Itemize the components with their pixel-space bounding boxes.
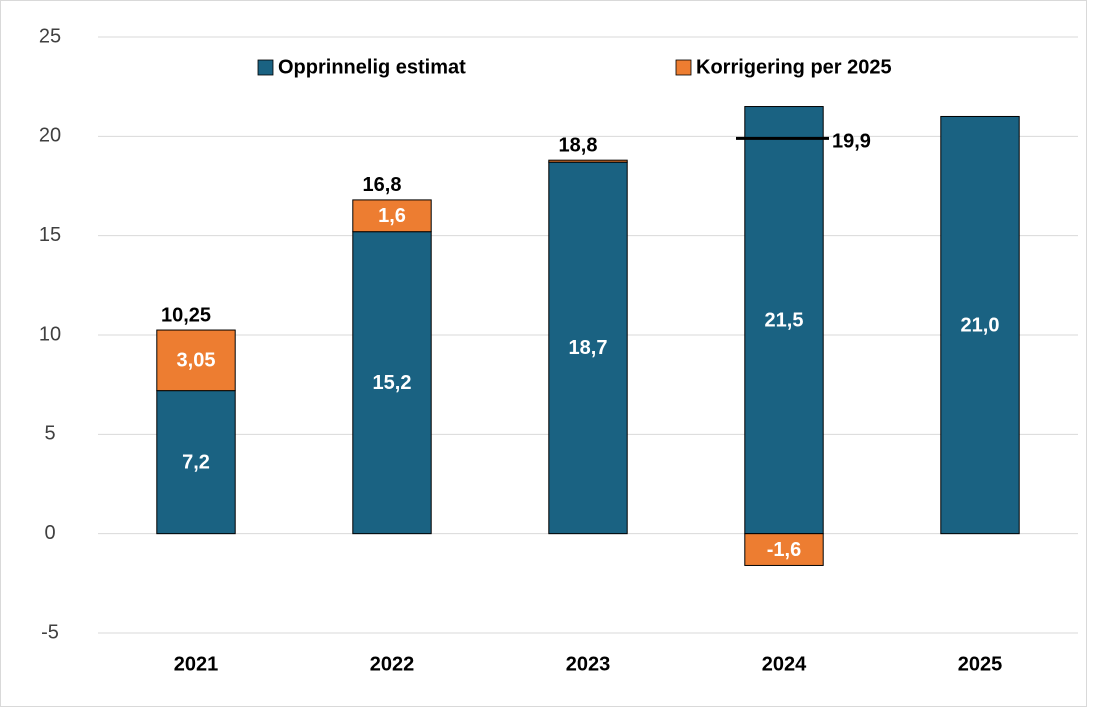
legend-swatch [257,59,274,76]
x-tick-label: 2025 [958,653,1003,675]
y-tick-label: 25 [39,25,61,47]
y-tick-label: -5 [41,621,59,643]
bar-segment [744,106,824,535]
value-label: 15,2 [373,372,412,394]
bar-segment [156,329,236,392]
bar-segment [548,161,628,535]
y-tick-label: 10 [39,323,61,345]
x-tick-label: 2023 [566,653,611,675]
x-tick-label: 2022 [370,653,415,675]
bar-segment [548,159,628,163]
legend-swatch [675,59,692,76]
value-label: 3,05 [177,350,216,372]
x-tick-label: 2024 [762,653,807,675]
bar-segment [940,115,1020,535]
value-label: -1,6 [767,539,801,561]
total-label: 10,25 [161,304,211,326]
y-tick-label: 20 [39,125,61,147]
legend-label: Opprinnelig estimat [278,56,466,78]
total-label: 18,8 [559,134,598,156]
bar-segment [352,231,432,535]
y-tick-label: 15 [39,224,61,246]
y-tick-label: 0 [44,522,55,544]
value-label: 21,0 [961,314,1000,336]
value-label: 21,5 [765,309,804,331]
value-label: 1,6 [378,205,406,227]
x-tick-label: 2021 [174,653,219,675]
bar-segment [156,390,236,535]
value-label: 18,7 [569,337,608,359]
y-tick-label: 5 [44,423,55,445]
bar-segment [744,533,824,566]
total-label: 19,9 [832,131,871,153]
legend-label: Korrigering per 2025 [696,56,892,78]
total-label: 16,8 [363,174,402,196]
bar-segment [352,199,432,233]
value-label: 7,2 [182,451,210,473]
